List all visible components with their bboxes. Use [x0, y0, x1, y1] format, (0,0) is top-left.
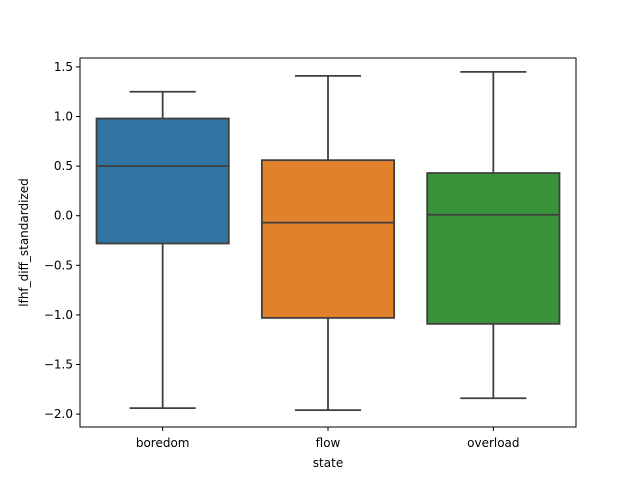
- y-tick-label: 1.5: [54, 60, 73, 74]
- box-overload: [426, 70, 561, 400]
- y-tick-label: −2.0: [44, 407, 73, 421]
- box-flow: [260, 74, 396, 412]
- y-axis-label: lfhf_diff_standardized: [17, 178, 31, 306]
- box-boredom: [95, 90, 230, 410]
- y-axis: 1.5 1.0 0.5 0.0 −0.5 −1.0 −1.5 −2.0: [44, 60, 80, 421]
- x-tick-label: flow: [316, 436, 341, 450]
- x-axis: boredom flow overload: [136, 427, 520, 450]
- y-tick-label: −1.5: [44, 358, 73, 372]
- y-tick-label: −1.0: [44, 308, 73, 322]
- x-tick-label: boredom: [136, 436, 190, 450]
- y-tick-label: 0.0: [54, 209, 73, 223]
- x-tick-label: overload: [467, 436, 519, 450]
- y-tick-label: 0.5: [54, 159, 73, 173]
- y-tick-label: −0.5: [44, 258, 73, 272]
- y-tick-label: 1.0: [54, 110, 73, 124]
- iqr-box: [260, 159, 396, 319]
- iqr-box: [426, 172, 561, 325]
- boxes-layer: [95, 70, 561, 412]
- iqr-box: [95, 117, 230, 245]
- x-axis-label: state: [313, 456, 343, 470]
